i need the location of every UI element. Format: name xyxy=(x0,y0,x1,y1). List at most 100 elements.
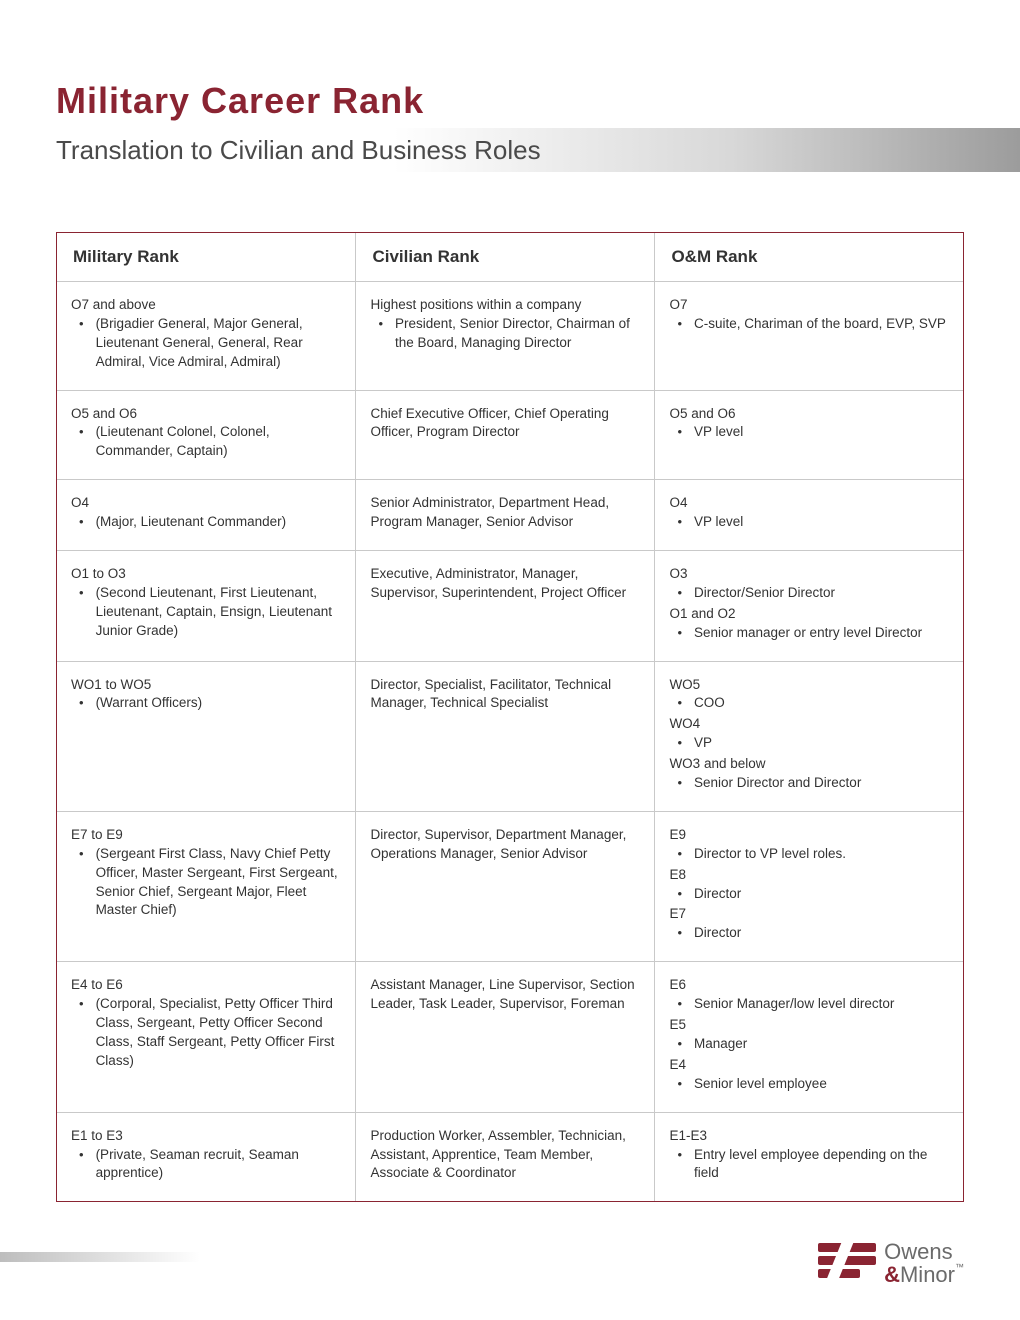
block-heading: Director, Supervisor, Department Manager… xyxy=(370,826,640,864)
bullet-item: Senior level employee xyxy=(669,1075,949,1094)
bullet-item: Senior Manager/low level director xyxy=(669,995,949,1014)
block-heading: E9 xyxy=(669,826,949,845)
cell-block: O1 to O3(Second Lieutenant, First Lieute… xyxy=(71,565,341,641)
block-heading: WO3 and below xyxy=(669,755,949,774)
cell-block: Director, Specialist, Facilitator, Techn… xyxy=(370,676,640,714)
bullet-item: VP level xyxy=(669,513,949,532)
table-row: O7 and above(Brigadier General, Major Ge… xyxy=(57,282,963,391)
document-page: Military Career Rank Translation to Civi… xyxy=(0,0,1020,1202)
table-cell: O5 and O6(Lieutenant Colonel, Colonel, C… xyxy=(57,390,356,480)
bullet-text: VP level xyxy=(694,423,949,442)
bullet-item: (Lieutenant Colonel, Colonel, Commander,… xyxy=(71,423,341,461)
bullet-text: Director to VP level roles. xyxy=(694,845,949,864)
table-row: O1 to O3(Second Lieutenant, First Lieute… xyxy=(57,551,963,662)
bullet-item: VP level xyxy=(669,423,949,442)
bullet-item: (Second Lieutenant, First Lieutenant, Li… xyxy=(71,584,341,641)
bullet-item: (Warrant Officers) xyxy=(71,694,341,713)
cell-block: O5 and O6VP level xyxy=(669,405,949,443)
bullet-text: (Private, Seaman recruit, Seaman apprent… xyxy=(96,1146,342,1184)
table-cell: E4 to E6(Corporal, Specialist, Petty Off… xyxy=(57,962,356,1112)
logo-mark-icon xyxy=(818,1243,876,1283)
logo-text: Owens &Minor™ xyxy=(884,1240,964,1286)
bullet-text: Director xyxy=(694,885,949,904)
table: Military Rank Civilian Rank O&M Rank O7 … xyxy=(57,233,963,1201)
col-om: O&M Rank xyxy=(655,233,963,282)
bullet-text: (Brigadier General, Major General, Lieut… xyxy=(96,315,342,372)
block-heading: WO1 to WO5 xyxy=(71,676,341,695)
bullet-item: (Sergeant First Class, Navy Chief Petty … xyxy=(71,845,341,921)
page-title: Military Career Rank xyxy=(56,80,964,122)
cell-block: Production Worker, Assembler, Technician… xyxy=(370,1127,640,1184)
cell-block: E4 to E6(Corporal, Specialist, Petty Off… xyxy=(71,976,341,1070)
bullet-item: Senior Director and Director xyxy=(669,774,949,793)
block-heading: E1-E3 xyxy=(669,1127,949,1146)
bullet-text: Senior level employee xyxy=(694,1075,949,1094)
table-cell: O1 to O3(Second Lieutenant, First Lieute… xyxy=(57,551,356,662)
cell-block: Assistant Manager, Line Supervisor, Sect… xyxy=(370,976,640,1014)
block-heading: E7 to E9 xyxy=(71,826,341,845)
logo-line2-text: Minor xyxy=(900,1262,955,1287)
block-heading: O5 and O6 xyxy=(71,405,341,424)
bullet-item: Senior manager or entry level Director xyxy=(669,624,949,643)
table-cell: Assistant Manager, Line Supervisor, Sect… xyxy=(356,962,655,1112)
block-heading: Director, Specialist, Facilitator, Techn… xyxy=(370,676,640,714)
cell-block: Executive, Administrator, Manager, Super… xyxy=(370,565,640,603)
table-cell: Senior Administrator, Department Head, P… xyxy=(356,480,655,551)
block-heading: Chief Executive Officer, Chief Operating… xyxy=(370,405,640,443)
block-heading: O7 and above xyxy=(71,296,341,315)
cell-block: E1 to E3(Private, Seaman recruit, Seaman… xyxy=(71,1127,341,1184)
table-cell: E6Senior Manager/low level directorE5Man… xyxy=(655,962,963,1112)
table-cell: O3Director/Senior DirectorO1 and O2Senio… xyxy=(655,551,963,662)
table-row: E4 to E6(Corporal, Specialist, Petty Off… xyxy=(57,962,963,1112)
block-heading: O5 and O6 xyxy=(669,405,949,424)
bullet-item: Director xyxy=(669,924,949,943)
bullet-text: (Corporal, Specialist, Petty Officer Thi… xyxy=(96,995,342,1071)
cell-block: E1-E3Entry level employee depending on t… xyxy=(669,1127,949,1184)
block-heading: WO5 xyxy=(669,676,949,695)
bullet-text: COO xyxy=(694,694,949,713)
bullet-text: Entry level employee depending on the fi… xyxy=(694,1146,949,1184)
block-heading: E5 xyxy=(669,1016,949,1035)
table-row: O4(Major, Lieutenant Commander)Senior Ad… xyxy=(57,480,963,551)
block-heading: E8 xyxy=(669,866,949,885)
table-cell: Production Worker, Assembler, Technician… xyxy=(356,1112,655,1201)
bullet-item: (Major, Lieutenant Commander) xyxy=(71,513,341,532)
cell-block: Chief Executive Officer, Chief Operating… xyxy=(370,405,640,443)
bullet-item: (Private, Seaman recruit, Seaman apprent… xyxy=(71,1146,341,1184)
table-cell: O7C-suite, Chariman of the board, EVP, S… xyxy=(655,282,963,391)
bullet-text: VP level xyxy=(694,513,949,532)
table-cell: E1 to E3(Private, Seaman recruit, Seaman… xyxy=(57,1112,356,1201)
block-heading: E1 to E3 xyxy=(71,1127,341,1146)
cell-block: E7Director xyxy=(669,905,949,943)
table-cell: O4(Major, Lieutenant Commander) xyxy=(57,480,356,551)
block-heading: Highest positions within a company xyxy=(370,296,640,315)
bullet-item: (Corporal, Specialist, Petty Officer Thi… xyxy=(71,995,341,1071)
cell-block: E4Senior level employee xyxy=(669,1056,949,1094)
table-cell: Director, Supervisor, Department Manager… xyxy=(356,811,655,961)
block-heading: WO4 xyxy=(669,715,949,734)
cell-block: WO3 and belowSenior Director and Directo… xyxy=(669,755,949,793)
bullet-item: Director xyxy=(669,885,949,904)
cell-block: E7 to E9(Sergeant First Class, Navy Chie… xyxy=(71,826,341,920)
cell-block: WO1 to WO5(Warrant Officers) xyxy=(71,676,341,714)
table-row: E1 to E3(Private, Seaman recruit, Seaman… xyxy=(57,1112,963,1201)
block-heading: Production Worker, Assembler, Technician… xyxy=(370,1127,640,1184)
table-body: O7 and above(Brigadier General, Major Ge… xyxy=(57,282,963,1202)
logo-line1: Owens xyxy=(884,1240,964,1263)
bullet-item: C-suite, Chariman of the board, EVP, SVP xyxy=(669,315,949,334)
cell-block: WO5COO xyxy=(669,676,949,714)
table-row: WO1 to WO5(Warrant Officers) Director, Sp… xyxy=(57,661,963,811)
bullet-item: Entry level employee depending on the fi… xyxy=(669,1146,949,1184)
bullet-text: Director/Senior Director xyxy=(694,584,949,603)
cell-block: O7C-suite, Chariman of the board, EVP, S… xyxy=(669,296,949,334)
table-cell: E7 to E9(Sergeant First Class, Navy Chie… xyxy=(57,811,356,961)
cell-block: Director, Supervisor, Department Manager… xyxy=(370,826,640,864)
bullet-text: Director xyxy=(694,924,949,943)
table-cell: Chief Executive Officer, Chief Operating… xyxy=(356,390,655,480)
subtitle-band: Translation to Civilian and Business Rol… xyxy=(56,128,1020,172)
block-heading: O4 xyxy=(71,494,341,513)
bullet-text: (Warrant Officers) xyxy=(96,694,342,713)
cell-block: E6Senior Manager/low level director xyxy=(669,976,949,1014)
bullet-text: (Major, Lieutenant Commander) xyxy=(96,513,342,532)
cell-block: O7 and above(Brigadier General, Major Ge… xyxy=(71,296,341,372)
